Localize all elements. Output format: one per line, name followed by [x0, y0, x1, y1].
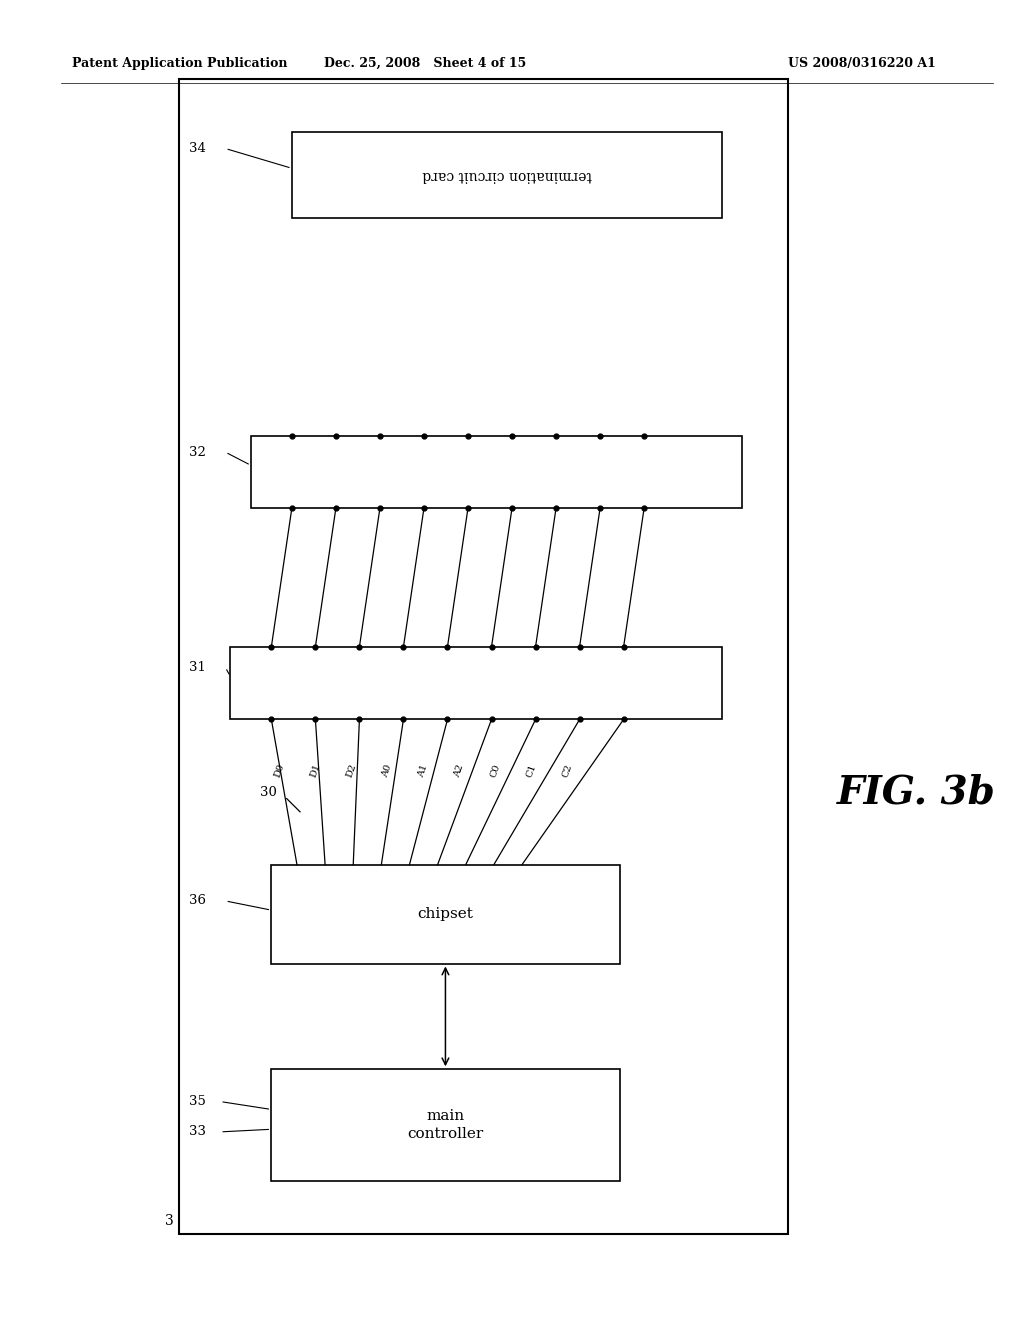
Text: A1: A1	[417, 763, 430, 779]
Text: A0: A0	[381, 763, 394, 779]
Text: 32: 32	[189, 446, 206, 458]
Bar	[271, 1069, 620, 1181]
Text: 35: 35	[189, 1096, 206, 1107]
Text: 3: 3	[165, 1213, 174, 1228]
Bar	[292, 132, 722, 218]
Text: US 2008/0316220 A1: US 2008/0316220 A1	[788, 57, 936, 70]
Text: 31: 31	[189, 661, 206, 673]
Text: D0: D0	[272, 763, 286, 779]
Text: chipset: chipset	[418, 907, 473, 921]
Text: FIG. 3b: FIG. 3b	[837, 774, 996, 810]
Text: C1: C1	[525, 763, 539, 779]
Text: 34: 34	[189, 143, 206, 154]
Text: termination circuit card: termination circuit card	[422, 168, 592, 182]
Text: 33: 33	[189, 1126, 207, 1138]
Bar	[251, 436, 742, 508]
Text: main
controller: main controller	[408, 1109, 483, 1142]
Text: 36: 36	[189, 895, 207, 907]
Text: Patent Application Publication: Patent Application Publication	[72, 57, 287, 70]
Text: D2: D2	[344, 763, 357, 779]
Text: C2: C2	[561, 763, 574, 779]
Text: 30: 30	[260, 785, 276, 799]
Bar	[179, 79, 788, 1234]
Text: A2: A2	[453, 763, 466, 779]
Bar	[230, 647, 722, 719]
Bar	[271, 865, 620, 964]
Text: C0: C0	[489, 763, 502, 779]
Text: D1: D1	[308, 763, 322, 779]
Text: Dec. 25, 2008   Sheet 4 of 15: Dec. 25, 2008 Sheet 4 of 15	[324, 57, 526, 70]
